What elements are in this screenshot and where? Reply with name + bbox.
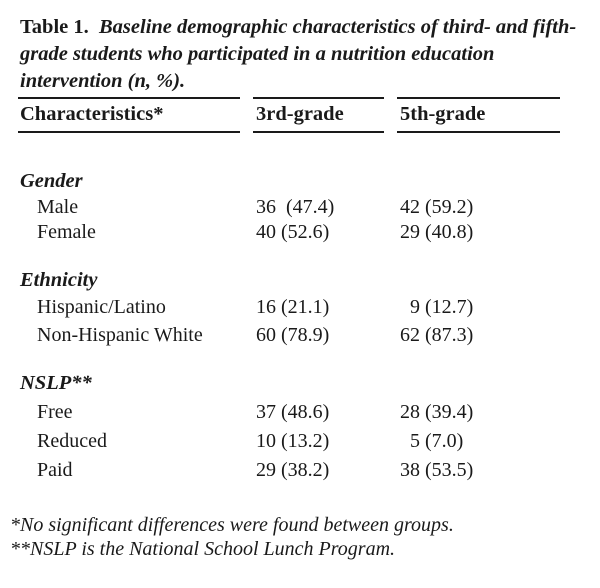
header-top-rule-col1 xyxy=(18,97,240,99)
header-3rd-grade: 3rd-grade xyxy=(256,103,344,125)
cell-3rd-grade: 37 (48.6) xyxy=(256,401,330,423)
cell-5th-grade: 9 (12.7) xyxy=(400,296,474,318)
footnote-nslp: **NSLP is the National School Lunch Prog… xyxy=(10,538,396,560)
cell-5th-grade: 42 (59.2) xyxy=(400,196,474,218)
group-gender: Gender xyxy=(20,170,83,192)
header-bottom-rule-col3 xyxy=(397,131,560,133)
row-label: Female xyxy=(37,221,96,243)
table-number: Table 1. xyxy=(20,16,89,38)
cell-5th-grade: 29 (40.8) xyxy=(400,221,474,243)
cell-3rd-grade: 16 (21.1) xyxy=(256,296,330,318)
row-label: Reduced xyxy=(37,430,107,452)
row-label: Non-Hispanic White xyxy=(37,324,203,346)
cell-5th-grade: 5 (7.0) xyxy=(400,430,464,452)
cell-3rd-grade: 10 (13.2) xyxy=(256,430,330,452)
group-ethnicity: Ethnicity xyxy=(20,269,98,291)
cell-3rd-grade: 29 (38.2) xyxy=(256,459,330,481)
header-bottom-rule-col1 xyxy=(18,131,240,133)
group-nslp: NSLP** xyxy=(20,372,92,394)
header-characteristics: Characteristics* xyxy=(20,103,164,125)
row-label: Free xyxy=(37,401,73,423)
row-label: Paid xyxy=(37,459,73,481)
header-top-rule-col2 xyxy=(253,97,384,99)
cell-3rd-grade: 36 (47.4) xyxy=(256,196,335,218)
cell-5th-grade: 38 (53.5) xyxy=(400,459,474,481)
cell-3rd-grade: 60 (78.9) xyxy=(256,324,330,346)
cell-5th-grade: 62 (87.3) xyxy=(400,324,474,346)
footnote-significance: *No significant differences were found b… xyxy=(10,514,454,536)
header-top-rule-col3 xyxy=(397,97,560,99)
row-label: Hispanic/Latino xyxy=(37,296,166,318)
row-label: Male xyxy=(37,196,79,218)
table-caption: Table 1. Baseline demographic characteri… xyxy=(20,14,590,95)
caption-text: Baseline demographic characteristics of … xyxy=(20,16,577,92)
header-bottom-rule-col2 xyxy=(253,131,384,133)
header-5th-grade: 5th-grade xyxy=(400,103,486,125)
cell-5th-grade: 28 (39.4) xyxy=(400,401,474,423)
cell-3rd-grade: 40 (52.6) xyxy=(256,221,330,243)
